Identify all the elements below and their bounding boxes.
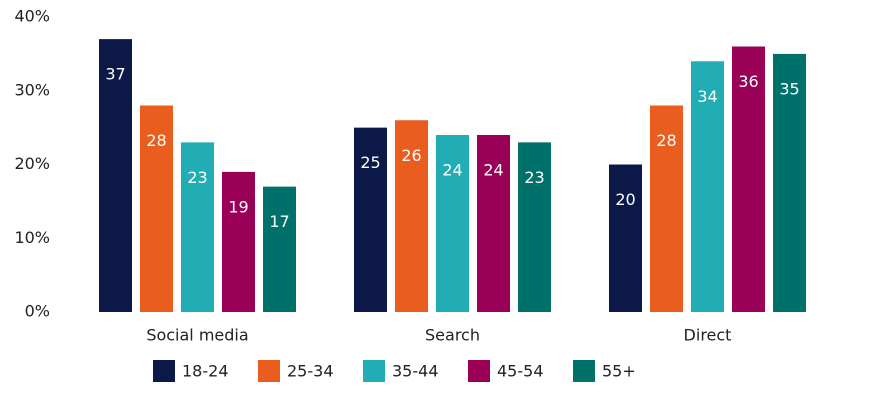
legend-swatch xyxy=(468,360,490,382)
legend-swatch xyxy=(573,360,595,382)
value-label: 28 xyxy=(656,131,676,150)
bar xyxy=(354,127,387,312)
y-tick-label: 40% xyxy=(14,7,50,26)
legend-label: 18-24 xyxy=(182,362,229,381)
value-label: 25 xyxy=(360,153,380,172)
legend-label: 55+ xyxy=(602,362,636,381)
value-label: 28 xyxy=(146,131,166,150)
value-label: 24 xyxy=(483,161,503,180)
bar xyxy=(222,171,255,312)
bar xyxy=(263,186,296,312)
y-tick-label: 10% xyxy=(14,228,50,247)
bar xyxy=(732,46,765,312)
bar xyxy=(691,61,724,312)
value-label: 23 xyxy=(187,168,207,187)
bar xyxy=(181,142,214,312)
bar xyxy=(650,105,683,312)
x-tick-label: Search xyxy=(425,326,480,345)
legend-swatch xyxy=(363,360,385,382)
bar xyxy=(477,135,510,312)
value-label: 36 xyxy=(738,72,758,91)
bar xyxy=(609,164,642,312)
y-tick-label: 0% xyxy=(25,302,50,321)
legend-swatch xyxy=(258,360,280,382)
value-label: 23 xyxy=(524,168,544,187)
legend-label: 35-44 xyxy=(392,362,439,381)
bar xyxy=(436,135,469,312)
y-tick-label: 30% xyxy=(14,80,50,99)
value-label: 34 xyxy=(697,87,717,106)
legend-swatch xyxy=(153,360,175,382)
value-label: 37 xyxy=(105,65,125,84)
value-label: 19 xyxy=(228,197,248,216)
x-tick-label: Social media xyxy=(146,326,248,345)
bar xyxy=(99,39,132,312)
y-tick-label: 20% xyxy=(14,154,50,173)
value-label: 17 xyxy=(269,212,289,231)
legend-label: 25-34 xyxy=(287,362,334,381)
value-label: 35 xyxy=(779,79,799,98)
bar xyxy=(773,53,806,312)
bar xyxy=(140,105,173,312)
value-label: 24 xyxy=(442,161,462,180)
bar xyxy=(395,120,428,312)
legend-label: 45-54 xyxy=(497,362,544,381)
value-label: 20 xyxy=(615,190,635,209)
value-label: 26 xyxy=(401,146,421,165)
bar xyxy=(518,142,551,312)
x-tick-label: Direct xyxy=(684,326,732,345)
